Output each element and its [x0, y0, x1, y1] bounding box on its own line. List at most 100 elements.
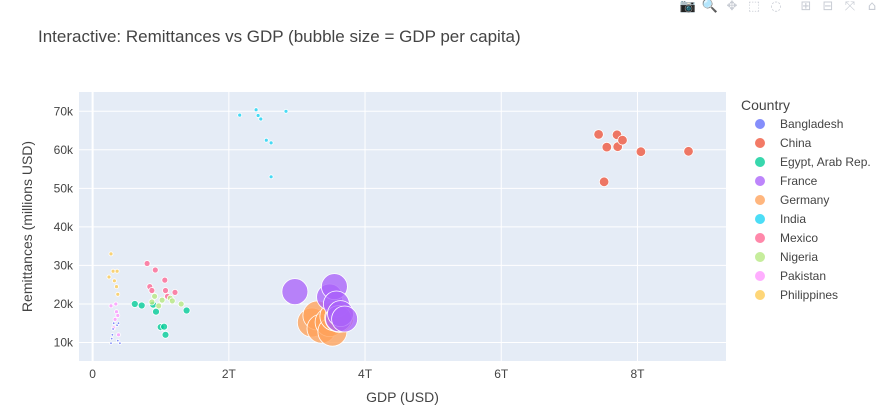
data-point[interactable]	[255, 113, 261, 118]
data-point[interactable]	[258, 116, 264, 122]
data-point[interactable]	[110, 333, 115, 337]
legend-marker	[755, 233, 765, 243]
data-point[interactable]	[283, 108, 289, 114]
data-point[interactable]	[168, 297, 176, 305]
legend-item[interactable]: China	[755, 136, 812, 150]
autoscale-icon[interactable]: ⤧	[844, 0, 856, 14]
data-point[interactable]	[109, 341, 113, 345]
x-axis-ticks: 0 2T 4T 6T 8T	[89, 367, 645, 381]
data-point[interactable]	[143, 260, 151, 267]
data-point[interactable]	[151, 266, 159, 274]
data-point[interactable]	[115, 291, 121, 297]
data-point[interactable]	[113, 301, 119, 307]
data-point[interactable]	[161, 276, 169, 284]
legend-label: China	[780, 136, 812, 150]
box-select-icon[interactable]: ⬚	[747, 0, 761, 14]
data-point[interactable]	[161, 330, 170, 339]
data-point[interactable]	[162, 287, 169, 294]
data-point[interactable]	[598, 176, 610, 188]
data-point[interactable]	[116, 338, 120, 343]
pan-icon[interactable]: ✥	[726, 0, 738, 14]
legend-item[interactable]: India	[755, 212, 806, 226]
data-point[interactable]	[108, 303, 114, 309]
zoom-in-icon[interactable]: ⊞	[800, 0, 812, 14]
data-point[interactable]	[237, 112, 243, 118]
data-point[interactable]	[109, 336, 114, 341]
data-point[interactable]	[137, 301, 146, 310]
data-point[interactable]	[171, 288, 179, 296]
data-point[interactable]	[331, 305, 359, 333]
data-point[interactable]	[112, 278, 117, 284]
legend-label: Pakistan	[780, 269, 826, 283]
legend-label: Philippines	[780, 288, 838, 302]
y-tick-label: 10k	[54, 336, 74, 350]
data-point[interactable]	[114, 268, 120, 274]
data-point[interactable]	[130, 300, 139, 308]
legend-label: Mexico	[780, 231, 818, 245]
legend: Bangladesh China Egypt, Arab Rep. France Ger…	[755, 117, 871, 302]
camera-icon[interactable]: 📷	[679, 0, 697, 14]
zoom-out-icon[interactable]: ⊟	[822, 0, 834, 14]
modebar: 📷 🔍 ✥ ⬚ ◌ ⊞ ⊟ ⤧ ⌂	[679, 0, 881, 14]
data-point[interactable]	[160, 322, 169, 331]
data-point[interactable]	[601, 141, 613, 153]
data-point[interactable]	[111, 327, 115, 331]
data-point[interactable]	[148, 298, 156, 306]
data-point[interactable]	[268, 140, 274, 146]
data-point[interactable]	[118, 341, 122, 345]
data-point[interactable]	[108, 251, 114, 257]
data-point[interactable]	[151, 292, 159, 300]
zoom-icon[interactable]: 🔍	[701, 0, 719, 14]
gridlines	[79, 92, 726, 361]
data-point[interactable]	[268, 174, 274, 180]
data-point[interactable]	[116, 332, 121, 338]
data-point[interactable]	[253, 107, 259, 113]
chart-title: Interactive: Remittances vs GDP (bubble …	[38, 27, 521, 46]
data-point[interactable]	[116, 321, 121, 325]
data-point[interactable]	[635, 146, 647, 157]
data-point[interactable]	[155, 302, 163, 310]
y-tick-label: 20k	[54, 297, 74, 311]
data-point[interactable]	[114, 284, 119, 290]
legend-item[interactable]: Philippines	[755, 288, 838, 302]
legend-item[interactable]: Egypt, Arab Rep.	[755, 155, 871, 169]
legend-marker	[755, 290, 765, 300]
data-point[interactable]	[115, 313, 121, 318]
data-point[interactable]	[110, 268, 116, 274]
x-tick-label: 6T	[494, 367, 509, 381]
reset-axes-icon[interactable]: ⌂	[867, 0, 877, 14]
data-point[interactable]	[177, 300, 185, 308]
data-point[interactable]	[152, 307, 160, 316]
data-point[interactable]	[683, 146, 694, 157]
data-point[interactable]	[158, 296, 166, 304]
legend-label: France	[780, 174, 818, 188]
y-axis-title: Remittances (millions USD)	[19, 141, 35, 312]
legend-item[interactable]: France	[755, 174, 818, 188]
data-point[interactable]	[106, 274, 112, 280]
data-point[interactable]	[182, 306, 191, 315]
legend-item[interactable]: Pakistan	[755, 269, 826, 283]
legend-marker	[755, 119, 765, 129]
data-point[interactable]	[111, 321, 116, 325]
data-point[interactable]	[263, 137, 269, 143]
legend-label: Bangladesh	[780, 117, 843, 131]
y-tick-label: 60k	[54, 143, 74, 157]
legend-item[interactable]: Mexico	[755, 231, 818, 245]
lasso-select-icon[interactable]: ◌	[770, 0, 782, 14]
legend-label: Nigeria	[780, 250, 818, 264]
y-axis-ticks: 10k 20k 30k 40k 50k 60k 70k	[54, 104, 74, 349]
data-point[interactable]	[593, 129, 604, 140]
legend-item[interactable]: Nigeria	[755, 250, 818, 264]
legend-marker	[755, 271, 765, 281]
legend-marker	[755, 176, 765, 186]
legend-label: India	[780, 212, 806, 226]
legend-item[interactable]: Bangladesh	[755, 117, 843, 131]
data-point[interactable]	[617, 134, 628, 146]
legend-marker	[755, 138, 765, 148]
data-point[interactable]	[112, 316, 118, 322]
data-point[interactable]	[281, 278, 309, 306]
data-point[interactable]	[114, 309, 119, 315]
legend-item[interactable]: Germany	[755, 193, 829, 207]
data-point[interactable]	[148, 287, 156, 294]
